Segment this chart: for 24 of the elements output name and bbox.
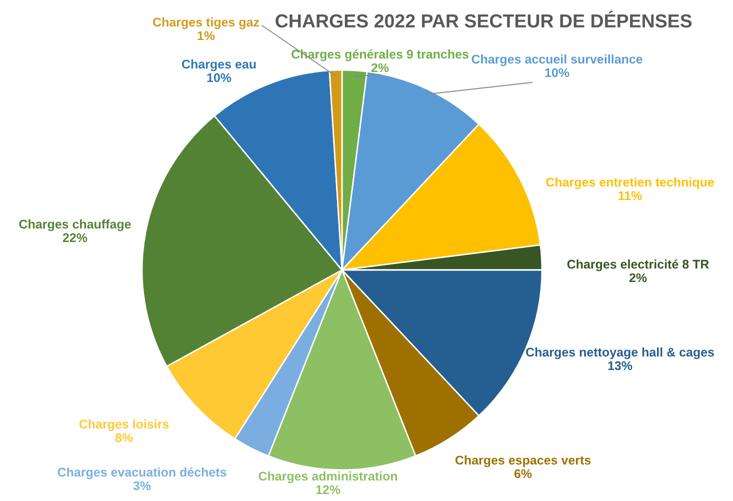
slice-label: Charges chauffage [19, 219, 131, 232]
data-label: 22% [62, 233, 88, 242]
data-label: 6% [514, 469, 532, 478]
chart-title: CHARGES 2022 PAR SECTEUR DE DÉPENSES [276, 10, 692, 28]
data-label: 12% [316, 485, 340, 494]
data-label: 1% [198, 31, 215, 40]
slice-label: Charges loisirs [79, 419, 169, 432]
data-label: 8% [115, 433, 133, 442]
slice-label: Charges electricité 8 TR [567, 259, 709, 272]
slice-label: Charges administration [258, 471, 398, 484]
slice-label: Charges nettoyage hall & cages [526, 347, 714, 360]
data-label: 2% [371, 63, 389, 72]
data-label: 11% [618, 191, 642, 200]
data-label: 3% [133, 481, 151, 490]
slice-label: Charges entretien technique [546, 177, 714, 190]
slice-label: Charges evacuation déchets [58, 467, 226, 480]
slice-label: Charges accueil surveillance [472, 54, 642, 66]
data-label: 13% [608, 361, 632, 370]
slice-label: Charges tiges gaz [153, 17, 260, 30]
data-label: 10% [545, 68, 570, 78]
slice-label: Charges espaces verts [455, 455, 591, 468]
slice-label: Charges eau [182, 59, 256, 72]
data-label: 2% [629, 273, 647, 282]
data-label: 10% [207, 73, 232, 82]
